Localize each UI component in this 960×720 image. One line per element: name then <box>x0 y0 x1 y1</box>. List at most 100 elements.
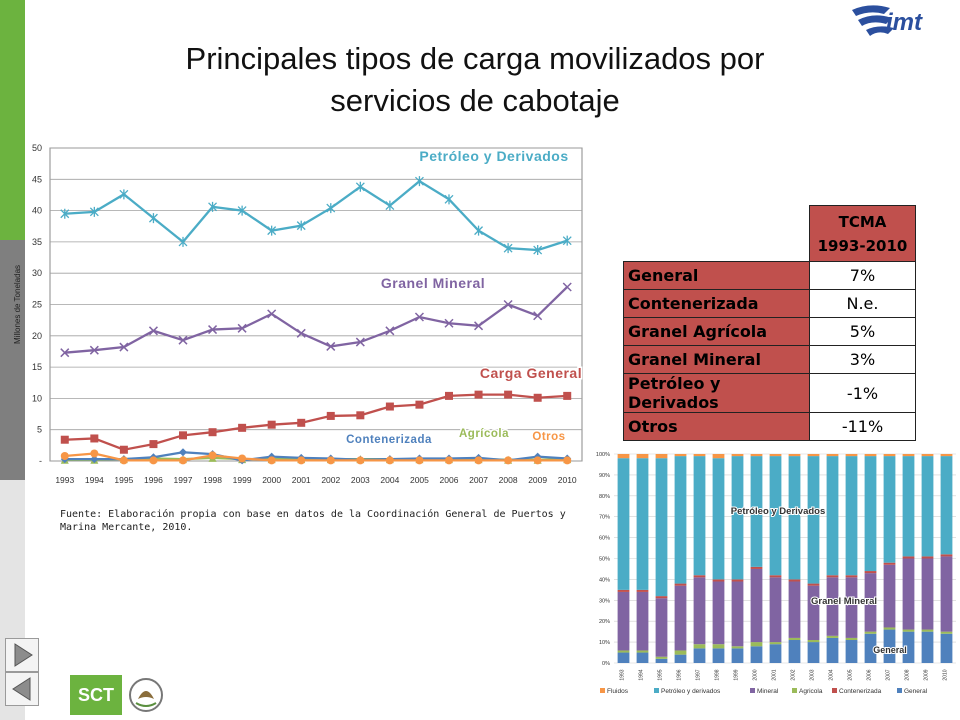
series-annotation: Agrícola <box>459 428 509 440</box>
bar-segment <box>883 456 896 563</box>
x-tick-label: 2005 <box>848 669 854 680</box>
bar-segment <box>636 650 649 653</box>
sidebar-accent <box>0 0 25 240</box>
bar-segment <box>902 454 915 457</box>
tcma-row: General 7% <box>623 261 916 290</box>
data-point <box>326 411 335 420</box>
legend-entry: Petróleo y derivados <box>654 688 721 695</box>
bar-segment <box>693 648 706 663</box>
bar-segment <box>674 456 687 584</box>
tcma-row-value: N.e. <box>809 289 916 318</box>
bar-segment <box>655 656 668 659</box>
x-tick-label: 1995 <box>114 475 133 485</box>
bar-segment <box>921 629 934 632</box>
bar-segment <box>769 575 782 578</box>
legend-entry: General <box>897 688 928 695</box>
x-tick-label: 2008 <box>905 669 911 680</box>
legend-label: Mineral <box>757 688 779 695</box>
data-point <box>533 311 543 321</box>
y-tick-label: 5 <box>37 425 42 435</box>
data-point <box>504 390 513 399</box>
bar-segment <box>731 648 744 663</box>
bar-segment <box>655 598 668 657</box>
bar-segment <box>769 456 782 576</box>
tcma-row-label: Granel Mineral <box>623 345 810 374</box>
x-tick-label: 1997 <box>174 475 193 485</box>
tcma-row-label: General <box>623 261 810 290</box>
bar-segment <box>845 637 858 641</box>
bar-segment <box>750 646 763 663</box>
bar-segment <box>731 646 744 649</box>
bar-segment <box>712 648 725 663</box>
bar-segment <box>655 596 668 599</box>
bar-segment <box>845 456 858 576</box>
legend-swatch <box>897 688 902 693</box>
bar-segment <box>617 652 630 663</box>
data-point <box>178 335 188 345</box>
x-tick-label: 1995 <box>658 669 664 680</box>
bar-segment <box>617 591 630 651</box>
bar-segment <box>845 454 858 457</box>
sct-logo: SCT <box>70 675 122 715</box>
bar-segment <box>674 650 687 655</box>
bar-segment <box>693 454 706 457</box>
x-tick-label: 2004 <box>829 669 835 680</box>
bar-segment <box>636 458 649 590</box>
y-tick-label: 45 <box>32 174 42 184</box>
data-point <box>237 323 247 333</box>
data-point <box>149 440 158 449</box>
data-point <box>414 176 424 187</box>
x-tick-label: 1993 <box>620 669 626 680</box>
data-point <box>385 402 394 411</box>
data-point <box>208 201 218 212</box>
x-tick-label: 2000 <box>262 475 281 485</box>
bar-segment <box>807 454 820 457</box>
bar-segment <box>921 454 934 457</box>
x-tick-label: 1997 <box>696 669 702 680</box>
bar-annotation: Petróleo y Derivados <box>731 506 826 517</box>
bar-segment <box>902 631 915 663</box>
x-tick-label: 2006 <box>440 475 459 485</box>
y-tick-label: - <box>39 456 42 466</box>
prev-slide-button[interactable] <box>5 672 39 706</box>
x-tick-label: 2006 <box>867 669 873 680</box>
x-tick-label: 2002 <box>791 669 797 680</box>
data-point <box>445 456 453 465</box>
tcma-row-label: Granel Agrícola <box>623 317 810 346</box>
tcma-row-value: -11% <box>809 412 916 441</box>
bar-segment <box>940 554 953 557</box>
bar-segment <box>636 454 649 459</box>
legend-entry: Contenerizada <box>832 688 882 695</box>
data-point <box>90 455 99 464</box>
data-point <box>119 456 128 465</box>
prev-arrow-icon <box>12 677 31 701</box>
y-tick-label: 30% <box>599 598 610 604</box>
x-tick-label: 1998 <box>715 669 721 680</box>
tcma-header: TCMA 1993-2010 <box>809 205 916 262</box>
data-point <box>237 205 247 216</box>
bar-segment <box>788 637 801 641</box>
bar-segment <box>712 454 725 459</box>
bar-segment <box>940 556 953 632</box>
data-point <box>326 203 336 214</box>
x-tick-label: 2002 <box>321 475 340 485</box>
x-tick-label: 1994 <box>85 475 104 485</box>
data-point <box>89 345 99 355</box>
tcma-row: Granel Mineral 3% <box>623 345 916 374</box>
data-point <box>238 454 247 463</box>
bar-segment <box>617 454 630 459</box>
data-point <box>267 456 276 465</box>
data-point <box>208 451 217 460</box>
legend-label: Contenerizada <box>839 688 882 695</box>
y-tick-label: 50 <box>32 143 42 153</box>
y-tick-label: 40 <box>32 206 42 216</box>
bar-segment <box>712 579 725 582</box>
data-point <box>179 431 187 440</box>
bar-annotation: Granel Mineral <box>811 596 877 607</box>
bar-segment <box>750 566 763 569</box>
x-tick-label: 2007 <box>886 669 892 680</box>
next-slide-button[interactable] <box>5 638 39 672</box>
data-point <box>238 423 247 432</box>
x-tick-label: 2001 <box>292 475 311 485</box>
bar-segment <box>655 454 668 459</box>
